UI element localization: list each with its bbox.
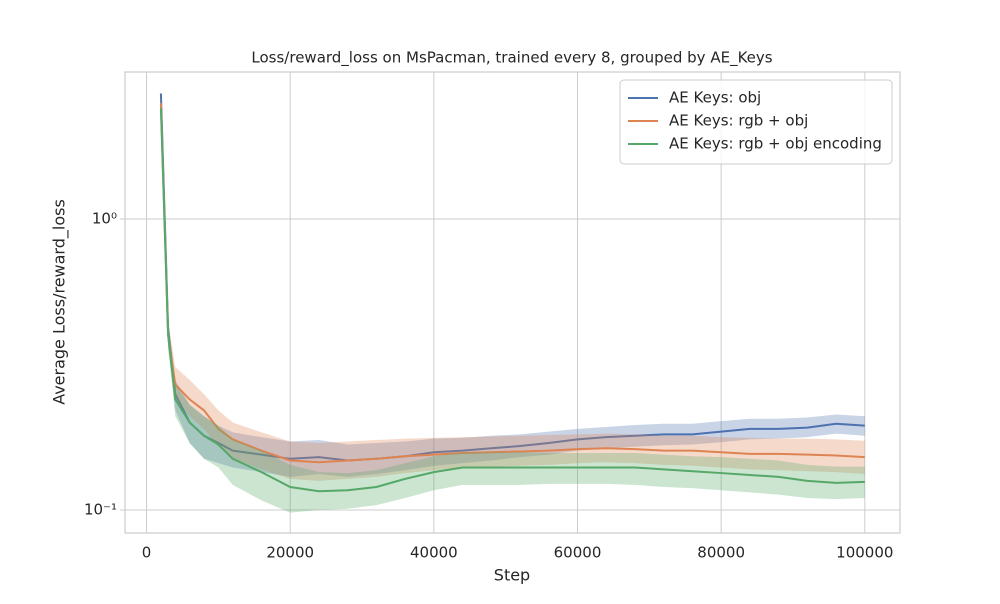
y-axis-label: Average Loss/reward_loss <box>50 199 70 405</box>
x-tick-label: 40000 <box>410 544 458 562</box>
legend-label: AE Keys: rgb + obj encoding <box>669 135 882 153</box>
legend-label: AE Keys: rgb + obj <box>669 112 808 130</box>
chart-title: Loss/reward_loss on MsPacman, trained ev… <box>251 49 772 68</box>
x-axis-label: Step <box>494 566 530 585</box>
confidence-band <box>160 98 865 513</box>
x-tick-label: 60000 <box>554 544 602 562</box>
y-tick-label: 10⁰ <box>92 210 117 228</box>
legend-box <box>619 79 893 165</box>
x-tick-label: 80000 <box>697 544 745 562</box>
x-tick-label: 20000 <box>266 544 314 562</box>
y-tick-label: 10⁻¹ <box>84 501 117 519</box>
legend-label: AE Keys: obj <box>669 89 761 107</box>
plot-frame <box>124 71 901 534</box>
x-tick-label: 100000 <box>836 544 893 562</box>
x-tick-label: 0 <box>142 544 152 562</box>
confidence-band <box>160 93 865 481</box>
line <box>159 103 865 464</box>
line <box>159 108 865 493</box>
